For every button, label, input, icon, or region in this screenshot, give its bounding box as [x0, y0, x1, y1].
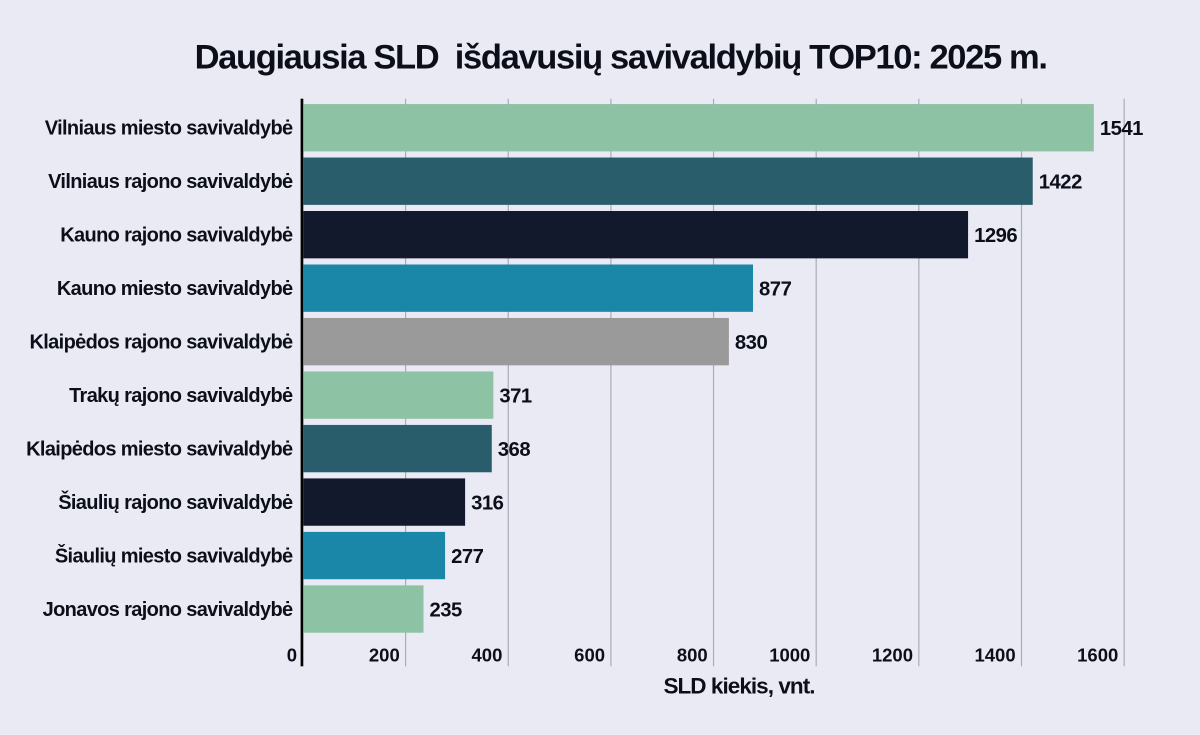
svg-text:371: 371 — [499, 385, 532, 407]
svg-text:235: 235 — [430, 599, 463, 621]
svg-text:Kauno miesto savivaldybė: Kauno miesto savivaldybė — [57, 278, 293, 300]
svg-text:Šiaulių miesto savivaldybė: Šiaulių miesto savivaldybė — [55, 544, 293, 568]
svg-text:Daugiausia SLD išdavusių savi: Daugiausia SLD išdavusių savivaldybių TO… — [195, 38, 1047, 76]
svg-text:1422: 1422 — [1039, 171, 1082, 193]
svg-text:830: 830 — [735, 332, 768, 354]
svg-text:Vilniaus miesto savivaldybė: Vilniaus miesto savivaldybė — [45, 118, 293, 140]
svg-text:1400: 1400 — [974, 644, 1015, 665]
svg-text:1541: 1541 — [1100, 118, 1143, 140]
svg-text:368: 368 — [498, 439, 531, 461]
svg-text:877: 877 — [759, 278, 792, 300]
svg-text:1000: 1000 — [769, 644, 810, 665]
svg-text:316: 316 — [471, 492, 504, 514]
svg-text:1200: 1200 — [872, 644, 913, 665]
svg-text:1600: 1600 — [1077, 644, 1118, 665]
svg-text:Šiaulių rajono savivaldybė: Šiaulių rajono savivaldybė — [58, 490, 293, 514]
svg-text:Vilniaus rajono savivaldybė: Vilniaus rajono savivaldybė — [48, 171, 293, 193]
svg-text:400: 400 — [472, 644, 503, 665]
svg-text:1296: 1296 — [974, 225, 1017, 247]
svg-text:Jonavos rajono savivaldybė: Jonavos rajono savivaldybė — [43, 599, 293, 621]
svg-text:600: 600 — [574, 644, 605, 665]
svg-text:200: 200 — [369, 644, 400, 665]
svg-text:800: 800 — [677, 644, 708, 665]
svg-text:Kauno rajono savivaldybė: Kauno rajono savivaldybė — [60, 225, 293, 247]
svg-text:Trakų rajono savivaldybė: Trakų rajono savivaldybė — [69, 385, 293, 407]
svg-text:Klaipėdos rajono savivaldybė: Klaipėdos rajono savivaldybė — [29, 332, 293, 354]
svg-text:SLD kiekis, vnt.: SLD kiekis, vnt. — [663, 673, 814, 698]
svg-text:Klaipėdos miesto savivaldybė: Klaipėdos miesto savivaldybė — [26, 439, 293, 461]
svg-text:0: 0 — [287, 644, 297, 665]
svg-text:277: 277 — [451, 546, 484, 568]
